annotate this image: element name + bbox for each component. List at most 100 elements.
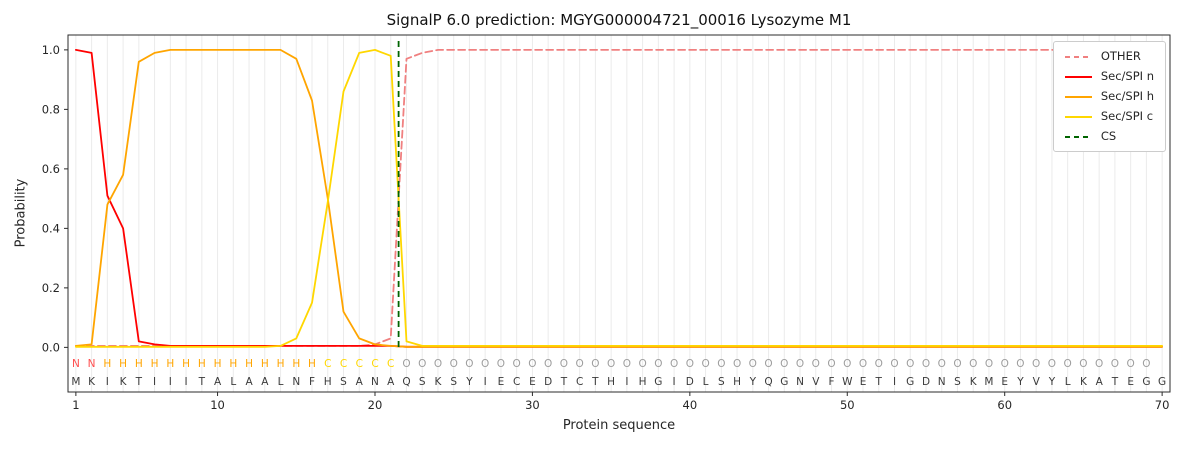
residue-letter: G [1142,376,1150,388]
residue-letter: G [780,376,788,388]
region-label: O [843,358,851,370]
series-line-sec-spi-h [75,49,1163,348]
residue-letter: A [214,376,222,388]
residue-letter: H [639,376,647,388]
residue-letter: M [984,376,993,388]
x-tick-label: 10 [210,398,225,412]
x-tick-label: 60 [997,398,1012,412]
residue-letter: N [938,376,946,388]
series-line-other [75,49,1163,347]
residue-letter: A [1096,376,1104,388]
y-tick-label: 0.6 [42,162,60,176]
region-label: H [261,358,269,370]
residue-letter: S [340,376,347,388]
region-label: C [324,358,331,370]
region-label: C [387,358,394,370]
y-axis-label: Probability [13,178,29,248]
region-label: O [450,358,458,370]
region-label: O [1001,358,1009,370]
legend-line-sample [1064,95,1092,98]
region-label: O [717,358,725,370]
residue-letter: C [513,376,520,388]
residue-letter: L [1065,376,1071,388]
region-label: O [749,358,757,370]
residue-letter: I [106,376,109,388]
region-label: H [103,358,111,370]
x-tick-label: 40 [683,398,698,412]
residue-letter: S [954,376,961,388]
region-label: O [1127,358,1135,370]
residue-letter: Y [1048,376,1056,388]
legend-line-sample [1064,75,1092,78]
legend-entry-other: OTHER [1064,50,1154,63]
residue-letter: E [860,376,867,388]
residue-letter: F [829,376,835,388]
residue-letter: I [673,376,676,388]
region-label: O [1032,358,1040,370]
region-label: H [151,358,159,370]
region-label: O [513,358,521,370]
region-label: C [356,358,363,370]
residue-letter: K [120,376,128,388]
y-tick-label: 0.0 [42,340,60,354]
residue-letter: G [906,376,914,388]
region-label: N [72,358,80,370]
y-tick-label: 0.4 [42,221,60,235]
region-label: O [701,358,709,370]
residue-letter: E [1127,376,1134,388]
region-label: H [166,358,174,370]
region-label: O [1016,358,1024,370]
region-label: O [670,358,678,370]
legend-line-sample [1064,115,1092,118]
residue-letter: T [135,376,143,388]
region-label: O [402,358,410,370]
plot-frame [67,34,1171,393]
region-label: O [906,358,914,370]
region-label: O [418,358,426,370]
residue-letter: T [560,376,568,388]
residue-letter: D [686,376,694,388]
region-label: O [686,358,694,370]
x-tick-label: 20 [368,398,383,412]
residue-letter: T [1111,376,1119,388]
region-label: O [528,358,536,370]
region-label: H [229,358,237,370]
y-tick-label: 0.2 [42,281,60,295]
series-line-sec-spi-c [75,49,1163,348]
region-label: O [764,358,772,370]
residue-letter: A [387,376,395,388]
x-tick-label: 30 [525,398,540,412]
residue-letter: A [356,376,364,388]
residue-letter: A [261,376,269,388]
residue-letter: M [71,376,80,388]
residue-letter: Y [749,376,757,388]
residue-letter: W [842,376,853,388]
legend-label: CS [1100,129,1117,143]
residue-letter: F [309,376,315,388]
residue-letter: H [324,376,332,388]
residue-letter: I [153,376,156,388]
residue-letter: Y [1016,376,1024,388]
residue-letter: C [576,376,583,388]
x-tick-label: 70 [1155,398,1170,412]
legend-label: Sec/SPI c [1100,109,1154,123]
residue-letter: T [198,376,206,388]
residue-letter: L [703,376,709,388]
region-label: O [985,358,993,370]
legend-entry-sec-spi-n: Sec/SPI n [1064,70,1154,83]
region-label: O [434,358,442,370]
residue-letter: E [498,376,505,388]
region-label: O [890,358,898,370]
region-label: O [465,358,473,370]
region-label: O [953,358,961,370]
residue-letter: N [796,376,804,388]
region-label: O [1111,358,1119,370]
residue-letter: K [970,376,978,388]
residue-letter: S [718,376,725,388]
residue-letter: S [419,376,426,388]
region-label: H [182,358,190,370]
region-label: O [969,358,977,370]
region-label: O [796,358,804,370]
region-label: O [1095,358,1103,370]
